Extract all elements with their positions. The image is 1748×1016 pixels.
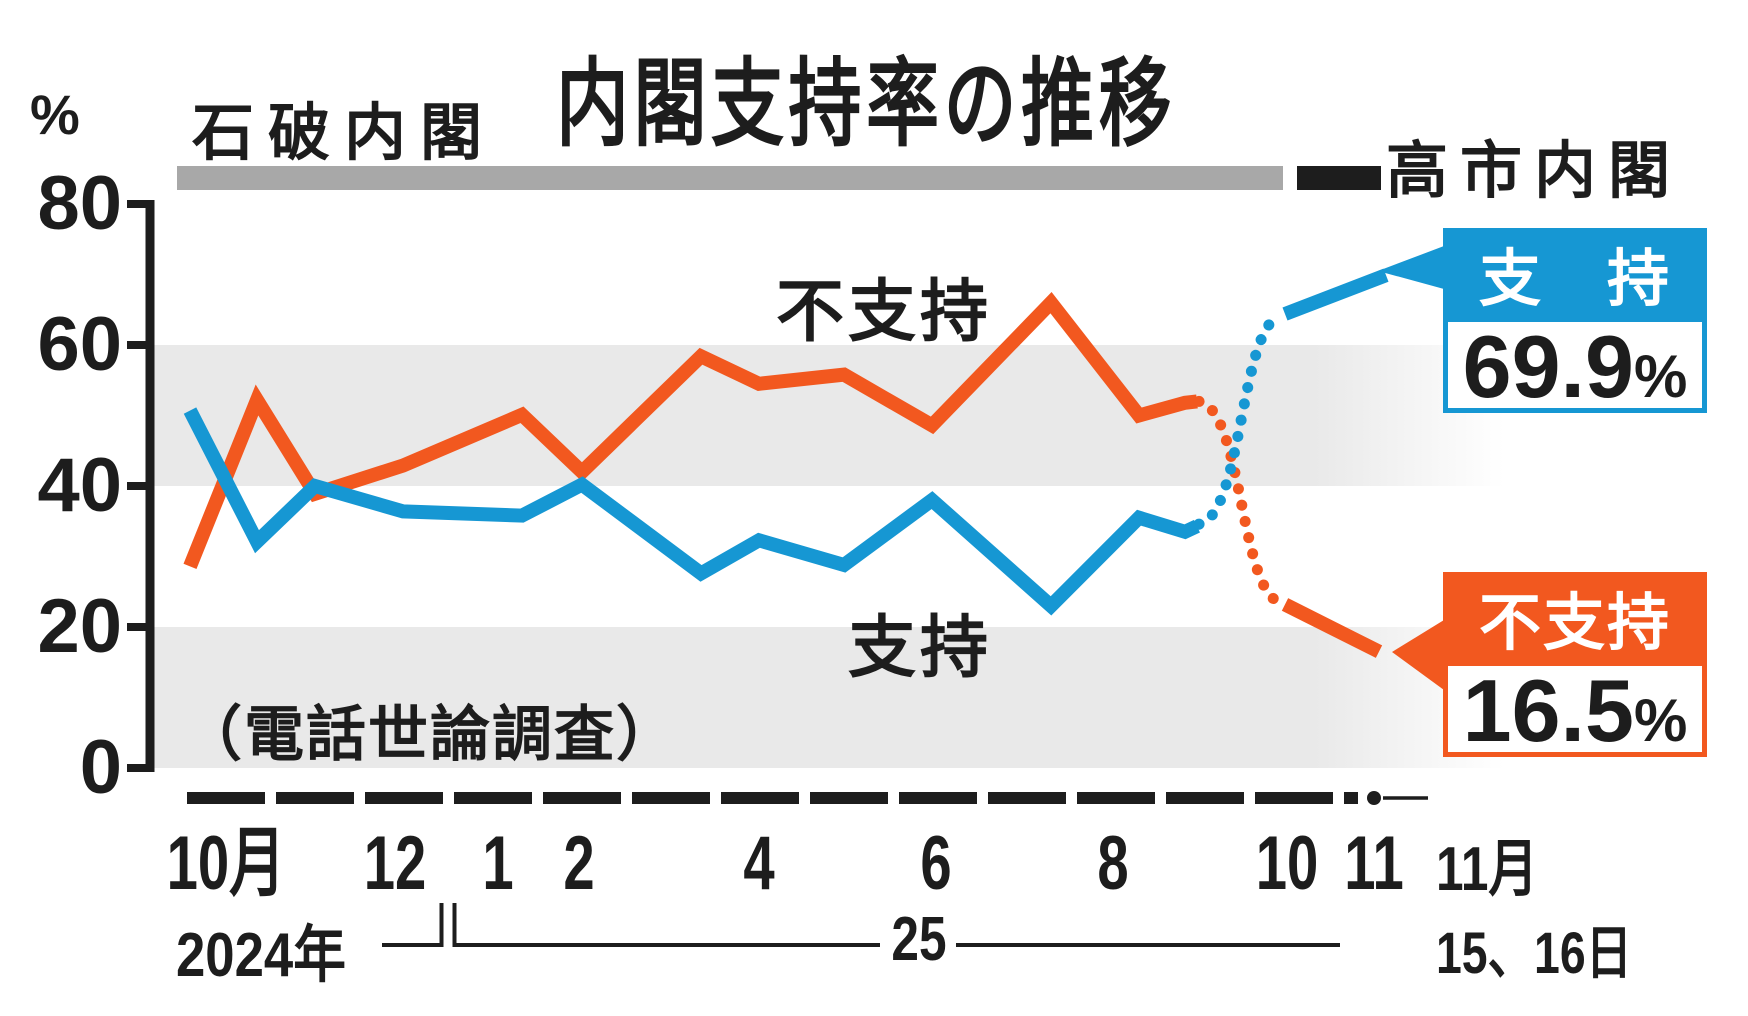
y-axis-tick-label: 80 [37,161,122,246]
approve-line-ishiba [183,407,1200,616]
disapprove-line-label: 不支持 [775,274,993,350]
ishiba-era-bar [177,166,1283,190]
x-axis-tick-label: 6 [920,821,952,906]
x-axis-tick-label: 1 [482,821,514,906]
approve-callout-pointer [1378,246,1444,289]
approve-callout-value: 69.9% [1443,317,1707,413]
latest-survey-date-label: 15、16日 [1436,921,1633,986]
baseline-end-dot [1367,791,1381,805]
disapprove-callout: 不支持 16.5% [1443,572,1707,757]
year-2024-label: 2024年 [176,921,346,990]
approve-value: 69.9 [1462,317,1634,416]
x-axis-tick-label: 10月 [166,821,286,906]
x-axis-tick-label: 10 [1255,821,1319,906]
disapprove-value: 16.5 [1462,661,1634,760]
disapprove-value-unit: % [1633,687,1688,754]
disapprove-callout-value: 16.5% [1443,661,1707,757]
approve-line-label: 支持 [847,610,993,686]
approve-line-takaichi [1282,268,1389,321]
approve-dotted-transition [1193,310,1287,530]
takaichi-cabinet-label: 高市内閣 [1386,137,1683,206]
x-axis-tick-label: 12 [363,821,427,906]
x-axis-tick-label: 4 [743,821,775,906]
disapprove-line-takaichi [1281,598,1383,658]
disapprove-callout-title: 不支持 [1443,572,1707,661]
disapprove-callout-pointer [1392,620,1444,690]
y-axis-tick-label: 40 [37,443,122,528]
latest-survey-month-label: 11月 [1436,835,1539,904]
x-axis-tick-label: 11 [1344,821,1404,906]
approve-callout-title: 支 持 [1443,228,1707,317]
year-25-label: 25 [891,905,947,974]
y-axis-tick-label: 60 [37,302,122,387]
takaichi-era-bar [1297,166,1381,190]
y-axis-unit-label: % [30,83,80,146]
approve-callout: 支 持 69.9% [1443,228,1707,413]
y-axis-tick-label: 20 [37,584,122,669]
grid-band [154,345,1504,486]
survey-method-note: （電話世論調査） [182,701,678,768]
y-axis-tick-label: 0 [79,725,122,810]
grid-band [154,627,1504,768]
ishiba-cabinet-label: 石破内閣 [192,99,497,168]
page-title: 内閣支持率の推移 [556,51,1177,158]
approve-value-unit: % [1633,343,1688,410]
x-axis-tick-label: 8 [1097,821,1129,906]
disapprove-dotted-transition [1193,395,1287,608]
x-axis-tick-label: 2 [563,821,595,906]
